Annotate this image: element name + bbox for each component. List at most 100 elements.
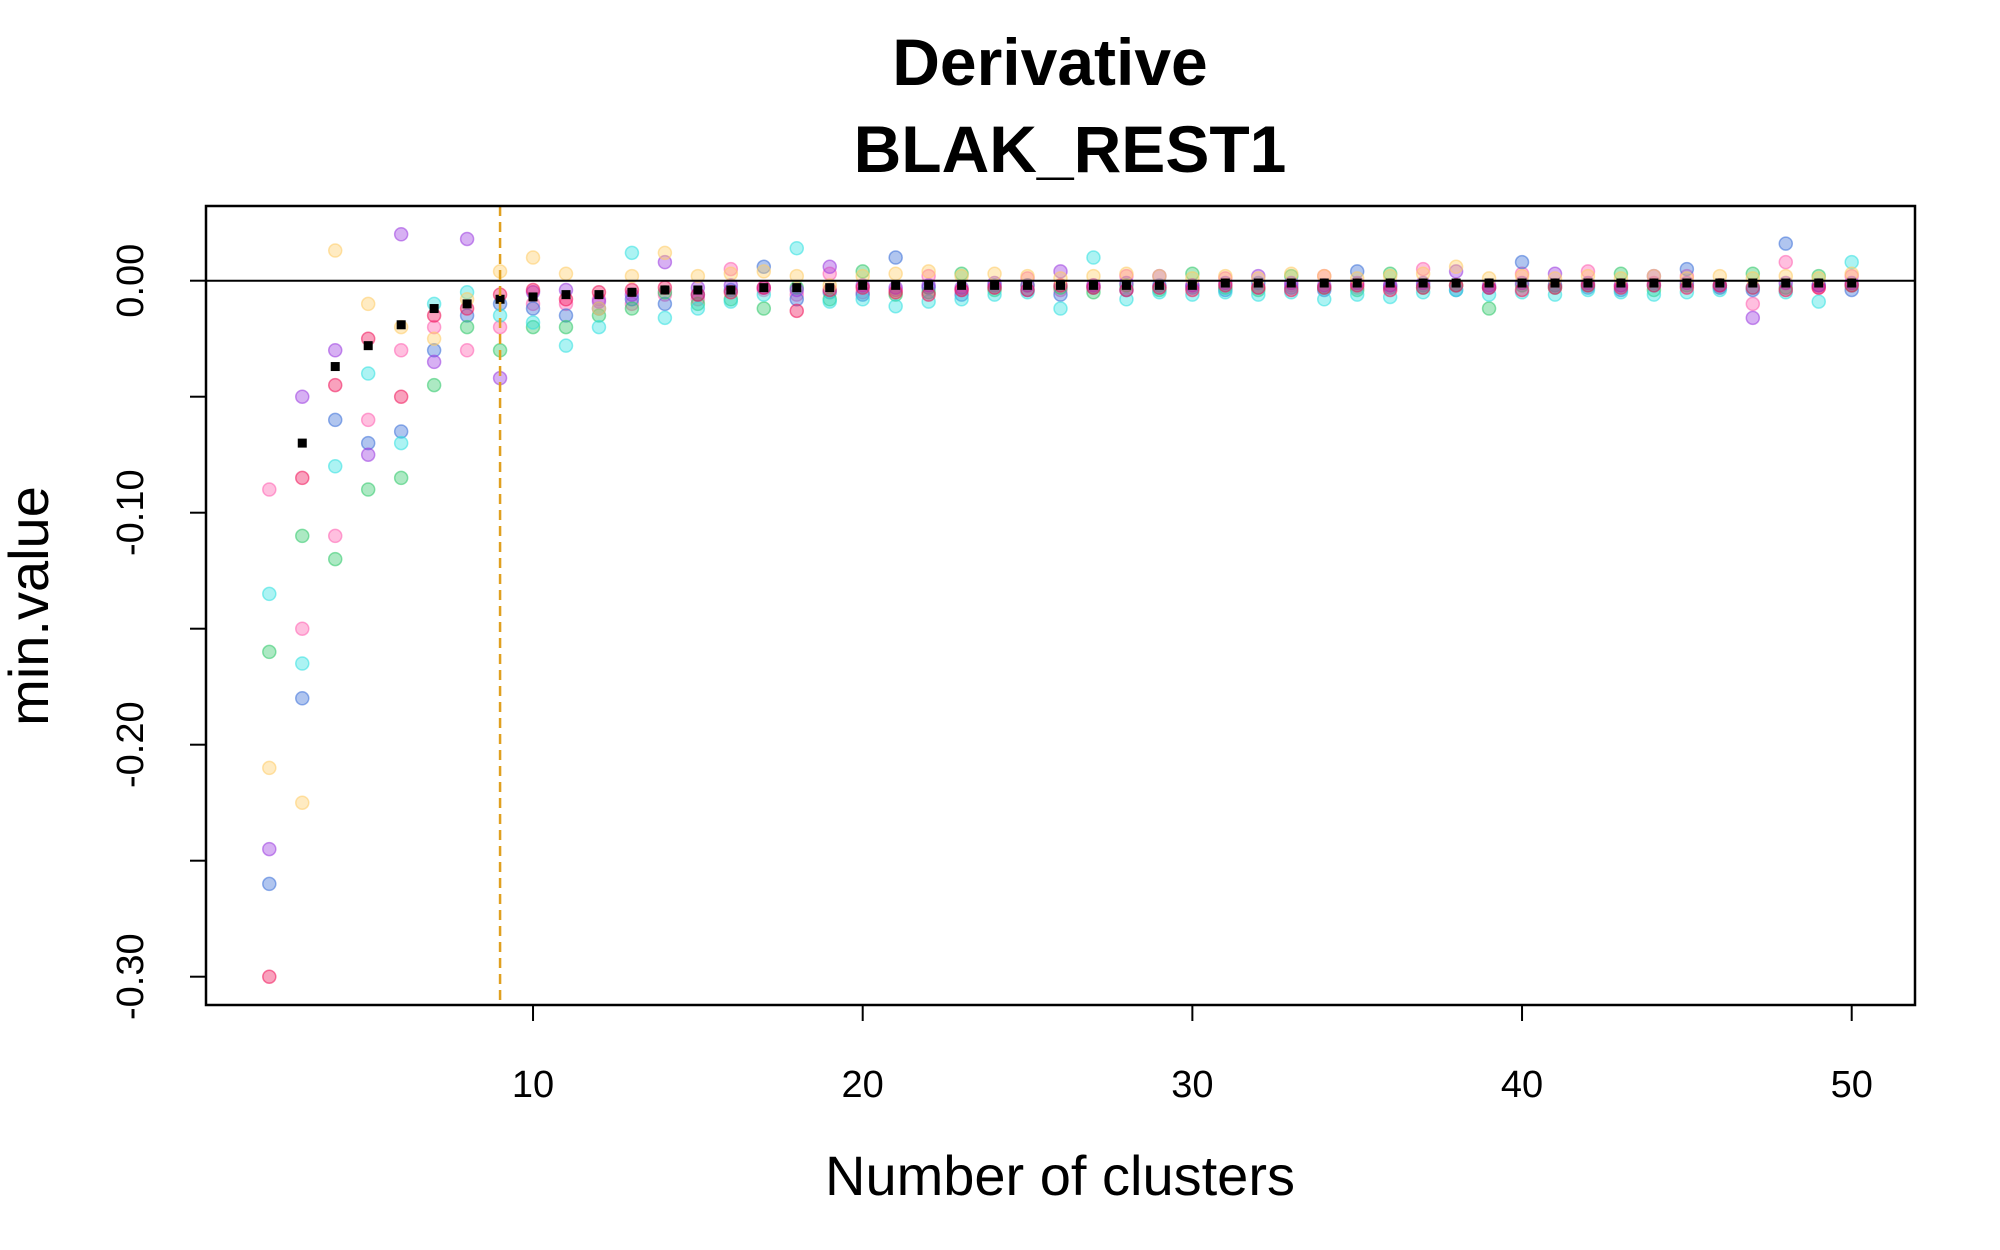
point [393,435,409,451]
point [262,482,277,497]
point [295,621,310,636]
point [426,331,442,346]
point [360,412,376,428]
mean-point [363,341,373,351]
point [459,231,475,247]
point [789,240,805,256]
point [1778,236,1794,251]
mean-point [528,292,538,302]
point [295,656,310,671]
point [393,343,409,358]
point [295,691,310,706]
mean-point [1418,278,1428,288]
mean-point [1649,278,1659,288]
mean-point [1088,280,1098,290]
point [591,301,607,316]
point [888,266,903,281]
mean-point [330,362,340,372]
mean-point [957,280,967,290]
point [295,528,310,544]
point [393,424,409,439]
mean-point [726,285,736,295]
point [624,268,640,284]
mean-point [1550,278,1560,288]
point [327,528,343,544]
mean-point [1748,278,1758,288]
point [525,315,541,330]
point [1745,310,1761,326]
point [262,841,277,857]
point [295,470,310,486]
mean-point [1056,280,1065,290]
point [393,389,409,404]
mean-point [1781,278,1791,288]
mean-point [924,280,934,290]
point [295,389,310,404]
point [1514,254,1530,270]
y-axis-label: min.value [0,486,60,726]
mean-point [891,280,901,290]
point [262,969,277,984]
point [327,343,343,358]
point [327,243,343,258]
point [1448,259,1464,275]
mean-point [1451,278,1461,288]
y-tick-label: -0.30 [110,933,152,1020]
point [1745,296,1761,312]
point [1086,250,1101,265]
point [624,245,640,261]
point [1053,301,1068,316]
point [756,259,772,275]
mean-point [792,283,802,293]
point [1580,264,1596,279]
point [657,310,673,326]
point [1119,266,1134,281]
mean-point [1154,280,1164,290]
x-tick-label: 30 [1171,1064,1213,1106]
point [558,319,574,335]
point [327,412,343,428]
mean-point [297,438,307,448]
point [690,301,706,316]
mean-point [1187,280,1197,290]
point [459,343,475,358]
point [657,296,673,312]
point [789,303,805,319]
point [262,644,277,660]
plot-frame [204,204,1917,1007]
mean-point [1286,278,1296,288]
point [1284,266,1299,281]
mean-point [825,283,835,293]
point [295,795,310,810]
mean-point [1253,278,1263,288]
mean-point [1847,278,1857,288]
point [262,876,277,892]
point [1415,261,1431,277]
point [393,227,409,242]
point [262,760,277,776]
mean-point [1517,278,1527,288]
mean-point [1583,278,1593,288]
point [558,308,574,323]
point [789,268,805,284]
point [1844,266,1859,281]
x-tick-label: 50 [1831,1064,1873,1106]
chart-subtitle: BLAK_REST1 [854,112,1287,186]
mean-point [627,287,637,297]
point [657,245,673,261]
point [360,482,376,497]
point [723,261,739,277]
point [558,266,574,281]
point [393,470,409,486]
mean-point [429,304,439,314]
mean-point [1023,280,1033,290]
point [921,264,936,279]
point [756,301,772,316]
point [888,298,903,314]
point [756,264,772,279]
mean-point [1352,278,1362,288]
point [1778,254,1794,270]
mean-point [1385,278,1395,288]
point [1844,254,1859,270]
